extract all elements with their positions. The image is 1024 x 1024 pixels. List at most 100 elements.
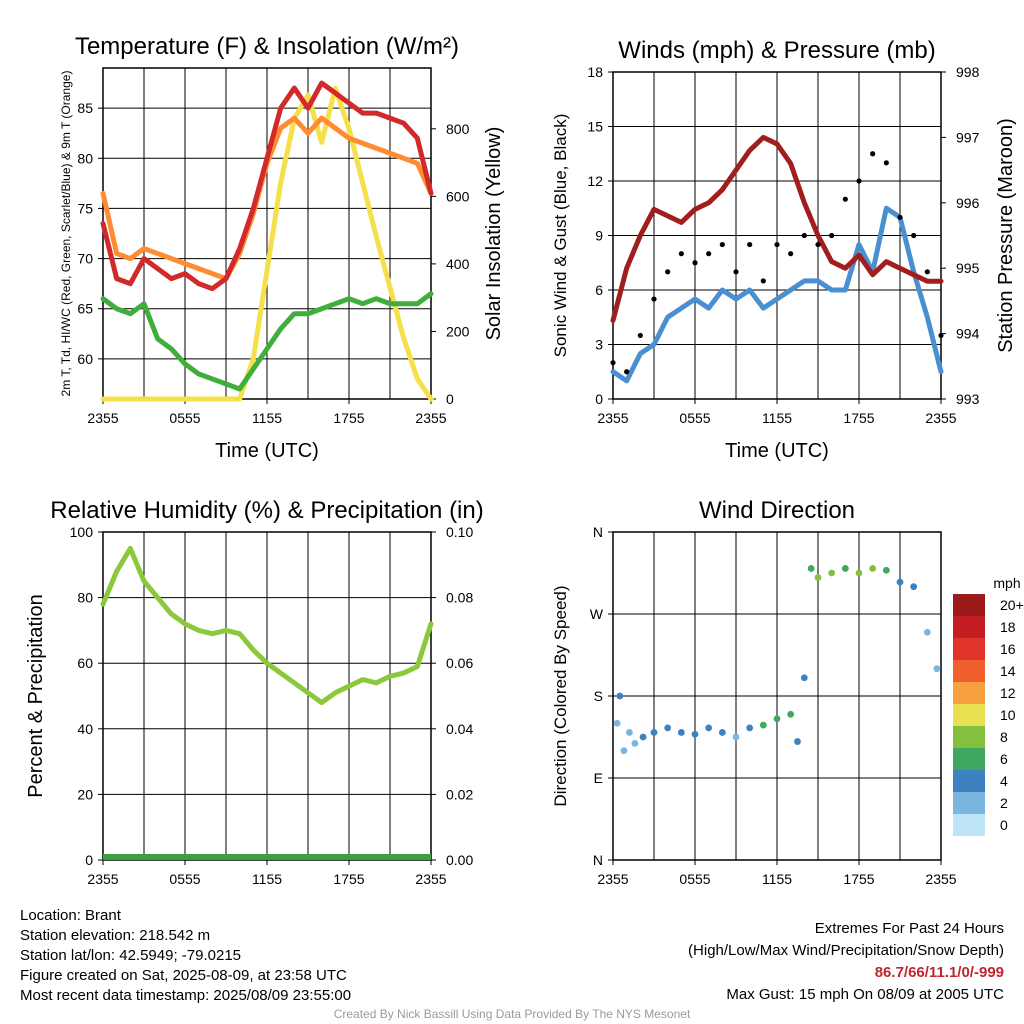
y-tick-label-right: 0.04 (446, 721, 473, 737)
y-tick-label-right: 993 (956, 391, 980, 407)
gust-series-point (856, 178, 862, 184)
x-tick-label: 2355 (415, 410, 446, 426)
direction-point (896, 578, 904, 586)
y-tick-label-right: 400 (446, 256, 470, 272)
x-tick-label: 0555 (169, 871, 200, 887)
station-location: Location: Brant (20, 907, 121, 924)
y-tick-label: 0 (85, 852, 93, 868)
y-tick-label: 15 (587, 119, 603, 135)
y-tick-label-right: 0.00 (446, 852, 473, 868)
x-tick-label: 0555 (679, 871, 710, 887)
legend-label: 2 (1000, 795, 1008, 811)
direction-point (620, 747, 628, 755)
y-tick-label-right: 0 (446, 391, 454, 407)
x-tick-label: 1755 (843, 871, 874, 887)
chart-title: Winds (mph) & Pressure (mb) (618, 37, 935, 64)
station-latlon: Station lat/lon: 42.5949; -79.0215 (20, 947, 242, 964)
y-tick-label: 65 (77, 301, 93, 317)
direction-point (677, 729, 685, 736)
legend-swatch (953, 704, 985, 726)
y-tick-label-right: 0.02 (446, 786, 473, 802)
chart-title: Wind Direction (699, 497, 855, 524)
gust-series-point (760, 278, 766, 284)
x-tick-label: 1155 (252, 410, 282, 426)
credit-line: Created By Nick Bassill Using Data Provi… (333, 1007, 691, 1021)
legend-label: 12 (1000, 685, 1016, 701)
y-axis-label: Direction (Colored By Speed) (551, 585, 570, 806)
humidity-series (100, 545, 434, 706)
direction-point (855, 569, 863, 577)
direction-point (882, 566, 890, 574)
extremes-values: 86.7/66/11.1/0/-999 (874, 964, 1004, 981)
gust-series-point (733, 269, 739, 275)
legend-label: 0 (1000, 817, 1008, 833)
direction-point (631, 739, 639, 747)
direction-point (910, 583, 918, 591)
chart-title: Relative Humidity (%) & Precipitation (i… (50, 497, 483, 524)
direction-point (794, 738, 801, 745)
direction-point (616, 692, 624, 700)
legend-label: 4 (1000, 773, 1008, 789)
direction-point (650, 729, 658, 736)
y-tick-label-right: 0.08 (446, 590, 473, 606)
gust-series-point (665, 269, 671, 275)
extremes-info: Extremes For Past 24 Hours (High/Low/Max… (688, 918, 1004, 1006)
y-tick-label: 18 (587, 64, 603, 80)
x-tick-label: 1755 (843, 410, 874, 426)
direction-point (828, 569, 836, 577)
gust-series-point (747, 241, 753, 248)
x-tick-label: 2355 (925, 410, 956, 426)
legend-swatch (953, 770, 985, 792)
y-tick-label-right: 800 (446, 121, 470, 137)
x-tick-label: 1755 (333, 410, 364, 426)
direction-point (705, 724, 713, 732)
chart-title: Temperature (F) & Insolation (W/m²) (75, 33, 459, 60)
direction-point (691, 730, 699, 738)
station-info: Location: Brant Station elevation: 218.5… (20, 906, 351, 1006)
y-tick-label: 60 (77, 655, 93, 671)
y-tick-label: 100 (70, 524, 94, 540)
gust-series-point (924, 269, 930, 275)
y-tick-label-right: 994 (956, 326, 980, 342)
gust-series-point (870, 151, 876, 157)
gust-series-point (883, 160, 889, 166)
gust-series-point (815, 241, 821, 248)
y-axis-label-right: Station Pressure (Maroon) (995, 118, 1017, 353)
y-tick-label-right: 997 (956, 129, 980, 145)
y-tick-label-right: 0.06 (446, 655, 473, 671)
y-tick-label: E (594, 770, 603, 786)
y-tick-label-right: 200 (446, 323, 470, 339)
direction-point (759, 721, 767, 729)
legend-title: mph (993, 575, 1020, 591)
legend-swatch (953, 814, 985, 836)
y-tick-label-right: 998 (956, 64, 980, 80)
gust-series-point (637, 332, 643, 339)
direction-point (787, 710, 795, 718)
x-axis-label: Time (UTC) (725, 440, 829, 462)
legend-swatch (953, 748, 985, 770)
y-tick-label: 12 (587, 173, 603, 189)
direction-point (923, 628, 931, 636)
gust-series-point (842, 196, 848, 202)
legend-label: 8 (1000, 729, 1008, 745)
legend-label: 18 (1000, 619, 1016, 635)
direction-point (639, 733, 647, 741)
legend-label: 14 (1000, 663, 1016, 679)
y-axis-label-right: Solar Insolation (Yellow) (483, 127, 505, 341)
direction-point (814, 574, 822, 581)
gust-series-point (719, 241, 725, 248)
x-tick-label: 1155 (252, 871, 282, 887)
y-tick-label: S (594, 688, 603, 704)
y-tick-label: 60 (77, 351, 93, 367)
gust-series-point (897, 214, 903, 220)
dewpoint-series (100, 291, 434, 392)
y-tick-label-right: 600 (446, 188, 470, 204)
direction-point (626, 729, 633, 736)
legend-swatch (953, 792, 985, 814)
legend-swatch (953, 638, 985, 660)
x-axis-label: Time (UTC) (215, 440, 319, 462)
gust-series-point (624, 369, 630, 375)
direction-point (800, 674, 808, 682)
legend-swatch (953, 594, 985, 616)
